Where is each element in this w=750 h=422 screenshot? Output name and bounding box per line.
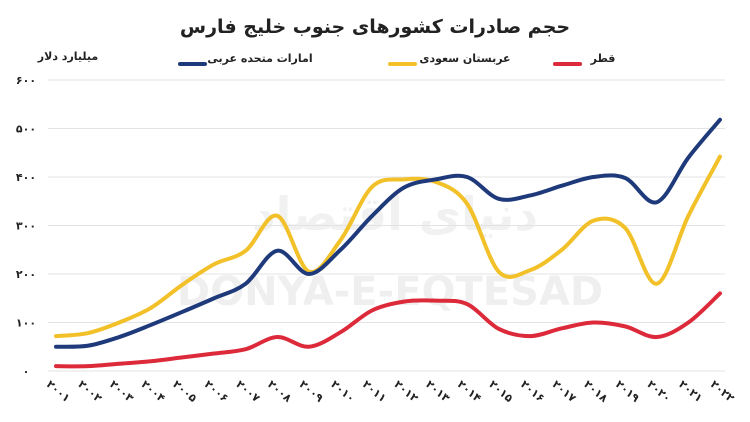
x-tick-label: ۲۰۰۹ bbox=[297, 378, 326, 405]
x-tick-label: ۲۰۱۳ bbox=[423, 378, 452, 405]
y-tick-label: ۳۰۰ bbox=[16, 220, 36, 233]
legend-label: امارات متحده عربی bbox=[207, 52, 312, 65]
watermark-latin: DONYA-E-EQTESAD bbox=[177, 269, 603, 315]
x-tick-label: ۲۰۱۷ bbox=[550, 378, 579, 405]
x-tick-label: ۲۰۰۱ bbox=[44, 378, 73, 405]
x-tick-label: ۲۰۰۲ bbox=[75, 378, 104, 405]
y-tick-label: ۰ bbox=[23, 365, 30, 378]
x-tick-label: ۲۰۱۸ bbox=[581, 378, 610, 405]
x-tick-label: ۲۰۲۱ bbox=[676, 378, 705, 405]
y-tick-label: ۶۰۰ bbox=[16, 74, 36, 87]
chart-title: حجم صادرات کشورهای جنوب خلیج فارس bbox=[180, 16, 570, 38]
series-line-2 bbox=[54, 291, 722, 369]
x-tick-label: ۲۰۲۰ bbox=[645, 378, 674, 405]
x-axis: ۲۰۰۱ ۲۰۰۲ ۲۰۰۳ ۲۰۰۴ ۲۰۰۵ ۲۰۰۶ ۲۰۰۷ ۲۰۰۸ ۲۰۰۹ ۲۰۱۰… bbox=[44, 378, 737, 405]
y-tick-label: ۴۰۰ bbox=[16, 171, 36, 184]
x-tick-label: ۲۰۰۶ bbox=[202, 378, 231, 405]
series-lines bbox=[54, 117, 722, 369]
x-tick-label: ۲۰۱۰ bbox=[328, 378, 357, 405]
x-tick-label: ۲۰۰۸ bbox=[265, 378, 294, 405]
legend: امارات متحده عربی عربستان سعودی قطر bbox=[178, 52, 616, 66]
x-tick-label: ۲۰۱۱ bbox=[360, 378, 389, 405]
y-axis-unit: میلیارد دلار bbox=[37, 50, 98, 63]
y-axis: ۰ ۱۰۰ ۲۰۰ ۳۰۰ ۴۰۰ ۵۰۰ ۶۰۰ bbox=[16, 74, 36, 378]
series-line-1 bbox=[54, 154, 722, 339]
y-tick-label: ۱۰۰ bbox=[16, 317, 36, 330]
y-tick-label: ۵۰۰ bbox=[16, 123, 36, 136]
legend-label: قطر bbox=[590, 52, 616, 65]
legend-label: عربستان سعودی bbox=[419, 52, 510, 65]
x-tick-label: ۲۰۰۵ bbox=[170, 378, 199, 405]
x-tick-label: ۲۰۱۴ bbox=[455, 378, 484, 405]
x-tick-label: ۲۰۰۷ bbox=[233, 378, 262, 405]
x-tick-label: ۲۰۰۳ bbox=[107, 378, 136, 405]
x-tick-label: ۲۰۱۶ bbox=[518, 378, 547, 405]
x-tick-label: ۲۰۰۴ bbox=[139, 378, 168, 405]
x-tick-label: ۲۰۱۹ bbox=[613, 378, 642, 405]
x-tick-label: ۲۰۱۲ bbox=[392, 378, 421, 405]
y-tick-label: ۲۰۰ bbox=[16, 268, 36, 281]
x-tick-label: ۲۰۱۵ bbox=[486, 378, 515, 405]
grid bbox=[48, 79, 725, 372]
series-line-0 bbox=[54, 117, 722, 349]
x-tick-label: ۲۰۲۲ bbox=[708, 378, 737, 405]
